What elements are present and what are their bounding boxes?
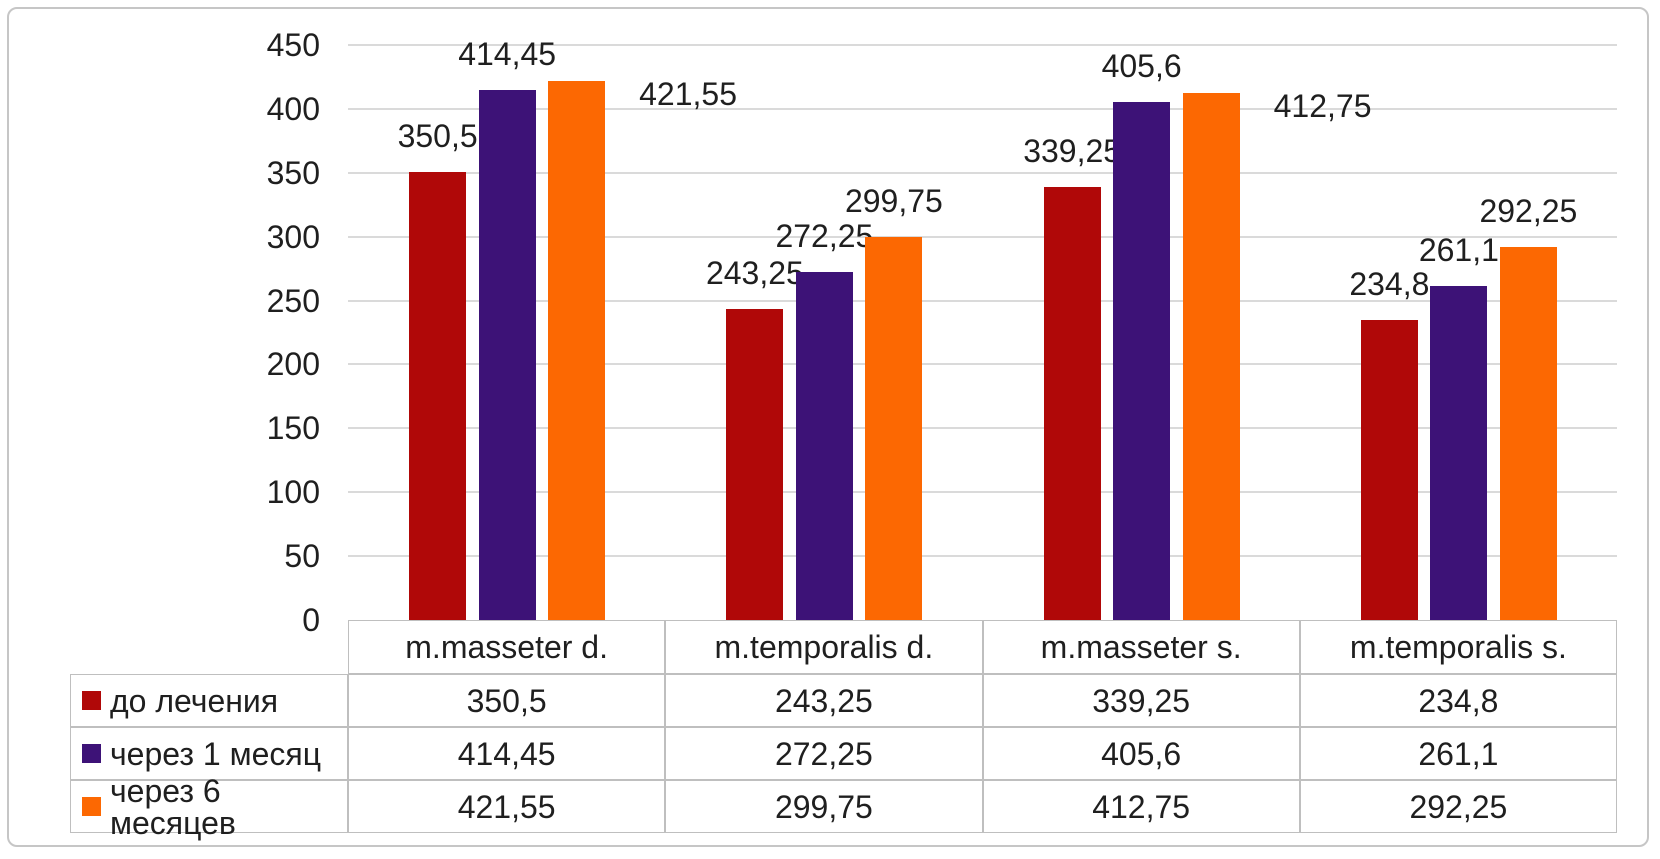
gridline	[348, 44, 1617, 46]
y-axis-tick-label: 400	[266, 90, 320, 127]
legend-label: до лечения	[110, 682, 279, 719]
legend-label: через 1 месяц	[110, 735, 322, 772]
bar-value-label: 299,75	[844, 182, 943, 219]
bar-value-label: 414,45	[458, 36, 557, 73]
y-axis-tick-label: 0	[302, 602, 320, 638]
y-axis-tick-label: 300	[266, 218, 320, 255]
bar-series1-cat4	[1360, 319, 1418, 620]
gridline	[348, 171, 1617, 174]
table-value-cell: 272,25	[665, 727, 983, 780]
bar-value-label: 412,75	[1273, 87, 1372, 124]
bar-value-label: 421,55	[639, 76, 737, 113]
bar-series2-cat3	[1113, 101, 1171, 620]
category-header-cell: m.masseter s.	[982, 620, 1300, 674]
bar-series2-cat4	[1430, 286, 1488, 620]
table-value-cell: 412,75	[982, 780, 1300, 833]
table-value-cell: 414,45	[348, 727, 666, 780]
bar-value-label: 272,25	[775, 218, 874, 255]
table-value-cell: 234,8	[1299, 674, 1617, 727]
legend-cell: через 1 месяц	[70, 727, 348, 780]
category-header-cell: m.temporalis s.	[1299, 620, 1617, 674]
bar-series3-cat2	[865, 236, 923, 620]
bar-series3-cat1	[548, 81, 606, 620]
bar-value-label: 405,6	[1101, 47, 1182, 84]
table-value-cell: 339,25	[982, 674, 1300, 727]
bar-value-label: 261,1	[1418, 232, 1499, 269]
legend-swatch	[82, 797, 101, 816]
bar-series2-cat1	[478, 90, 536, 620]
table-value-cell: 292,25	[1299, 780, 1617, 833]
table-value-cell: 243,25	[665, 674, 983, 727]
legend-cell: до лечения	[70, 674, 348, 727]
bar-series3-cat3	[1182, 92, 1240, 620]
bar-series1-cat1	[409, 172, 467, 620]
chart-outer-border	[7, 7, 1649, 847]
bar-series1-cat3	[1043, 186, 1101, 620]
y-axis-tick-label: 200	[266, 346, 320, 383]
gridline	[348, 107, 1617, 110]
y-axis-tick-label: 250	[266, 282, 320, 319]
legend-label: через 6 месяцев	[110, 772, 236, 841]
table-value-cell: 421,55	[348, 780, 666, 833]
legend-swatch	[82, 744, 101, 763]
bar-series3-cat4	[1499, 246, 1557, 620]
y-axis-tick-label: 100	[266, 474, 320, 511]
table-value-cell: 299,75	[665, 780, 983, 833]
category-header-cell: m.masseter d.	[348, 620, 666, 674]
legend-cell: через 6 месяцев	[70, 775, 348, 839]
gridline	[348, 363, 1617, 366]
y-axis-tick-label: 350	[266, 154, 320, 191]
bar-value-label: 292,25	[1479, 192, 1578, 229]
table-value-cell: 350,5	[348, 674, 666, 727]
category-header-cell: m.temporalis d.	[665, 620, 983, 674]
bar-value-label: 243,25	[705, 255, 804, 292]
y-axis-tick-label: 150	[266, 410, 320, 447]
gridline	[348, 427, 1617, 430]
bar-series1-cat2	[726, 309, 784, 620]
gridline	[348, 491, 1617, 494]
y-axis-tick-label: 450	[266, 27, 320, 63]
gridline	[348, 235, 1617, 238]
bar-value-label: 350,5	[397, 118, 478, 155]
gridline	[348, 299, 1617, 302]
bar-series2-cat2	[795, 272, 853, 620]
gridline	[348, 555, 1617, 558]
table-value-cell: 405,6	[982, 727, 1300, 780]
y-axis-tick-label: 50	[284, 538, 320, 575]
legend-swatch	[82, 691, 101, 710]
bar-value-label: 339,25	[1023, 132, 1122, 169]
bar-value-label: 234,8	[1349, 265, 1430, 302]
table-value-cell: 261,1	[1299, 727, 1617, 780]
